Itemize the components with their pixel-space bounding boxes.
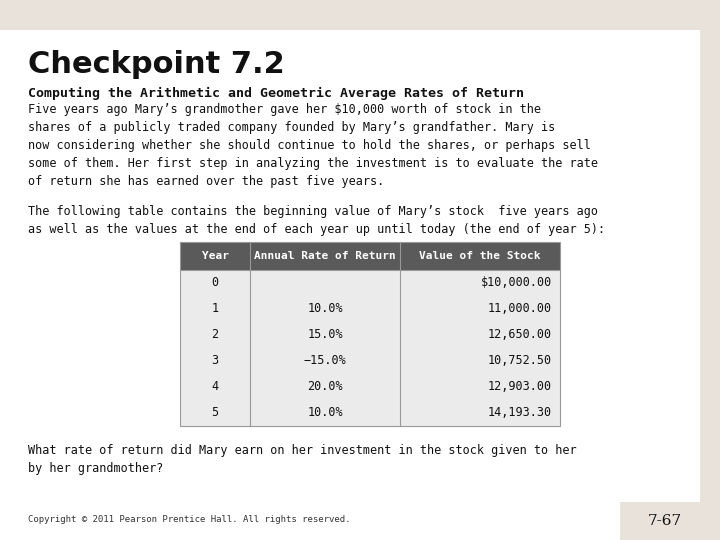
Text: Checkpoint 7.2: Checkpoint 7.2 [28,50,284,79]
Text: 15.0%: 15.0% [307,328,343,341]
Text: −15.0%: −15.0% [304,354,346,368]
Text: 20.0%: 20.0% [307,381,343,394]
Text: 12,903.00: 12,903.00 [488,381,552,394]
Text: The following table contains the beginning value of Mary’s stock  five years ago: The following table contains the beginni… [28,205,605,236]
Text: Five years ago Mary’s grandmother gave her $10,000 worth of stock in the
shares : Five years ago Mary’s grandmother gave h… [28,103,598,188]
Text: 5: 5 [212,407,219,420]
Text: 14,193.30: 14,193.30 [488,407,552,420]
Bar [180,242,560,426]
Text: 10.0%: 10.0% [307,407,343,420]
Text: Value of the Stock: Value of the Stock [419,251,541,261]
Text: $10,000.00: $10,000.00 [481,276,552,289]
Bar [180,322,560,348]
Text: 1: 1 [212,302,219,315]
Text: 4: 4 [212,381,219,394]
Text: 3: 3 [212,354,219,368]
Bar [700,0,720,540]
Bar [180,400,560,426]
Text: 7-67: 7-67 [648,514,682,528]
Bar [180,242,560,270]
Text: 10.0%: 10.0% [307,302,343,315]
Bar [0,0,720,30]
Text: 11,000.00: 11,000.00 [488,302,552,315]
Text: Computing the Arithmetic and Geometric Average Rates of Return: Computing the Arithmetic and Geometric A… [28,87,524,100]
Bar [180,270,560,296]
Bar [180,296,560,322]
Text: 12,650.00: 12,650.00 [488,328,552,341]
Text: Year: Year [202,251,228,261]
Bar [180,348,560,374]
Bar [180,374,560,400]
Text: What rate of return did Mary earn on her investment in the stock given to her
by: What rate of return did Mary earn on her… [28,444,577,475]
Text: 2: 2 [212,328,219,341]
Text: 0: 0 [212,276,219,289]
Text: Annual Rate of Return: Annual Rate of Return [254,251,396,261]
Text: 10,752.50: 10,752.50 [488,354,552,368]
Bar [620,502,720,540]
Text: Copyright © 2011 Pearson Prentice Hall. All rights reserved.: Copyright © 2011 Pearson Prentice Hall. … [28,515,351,524]
